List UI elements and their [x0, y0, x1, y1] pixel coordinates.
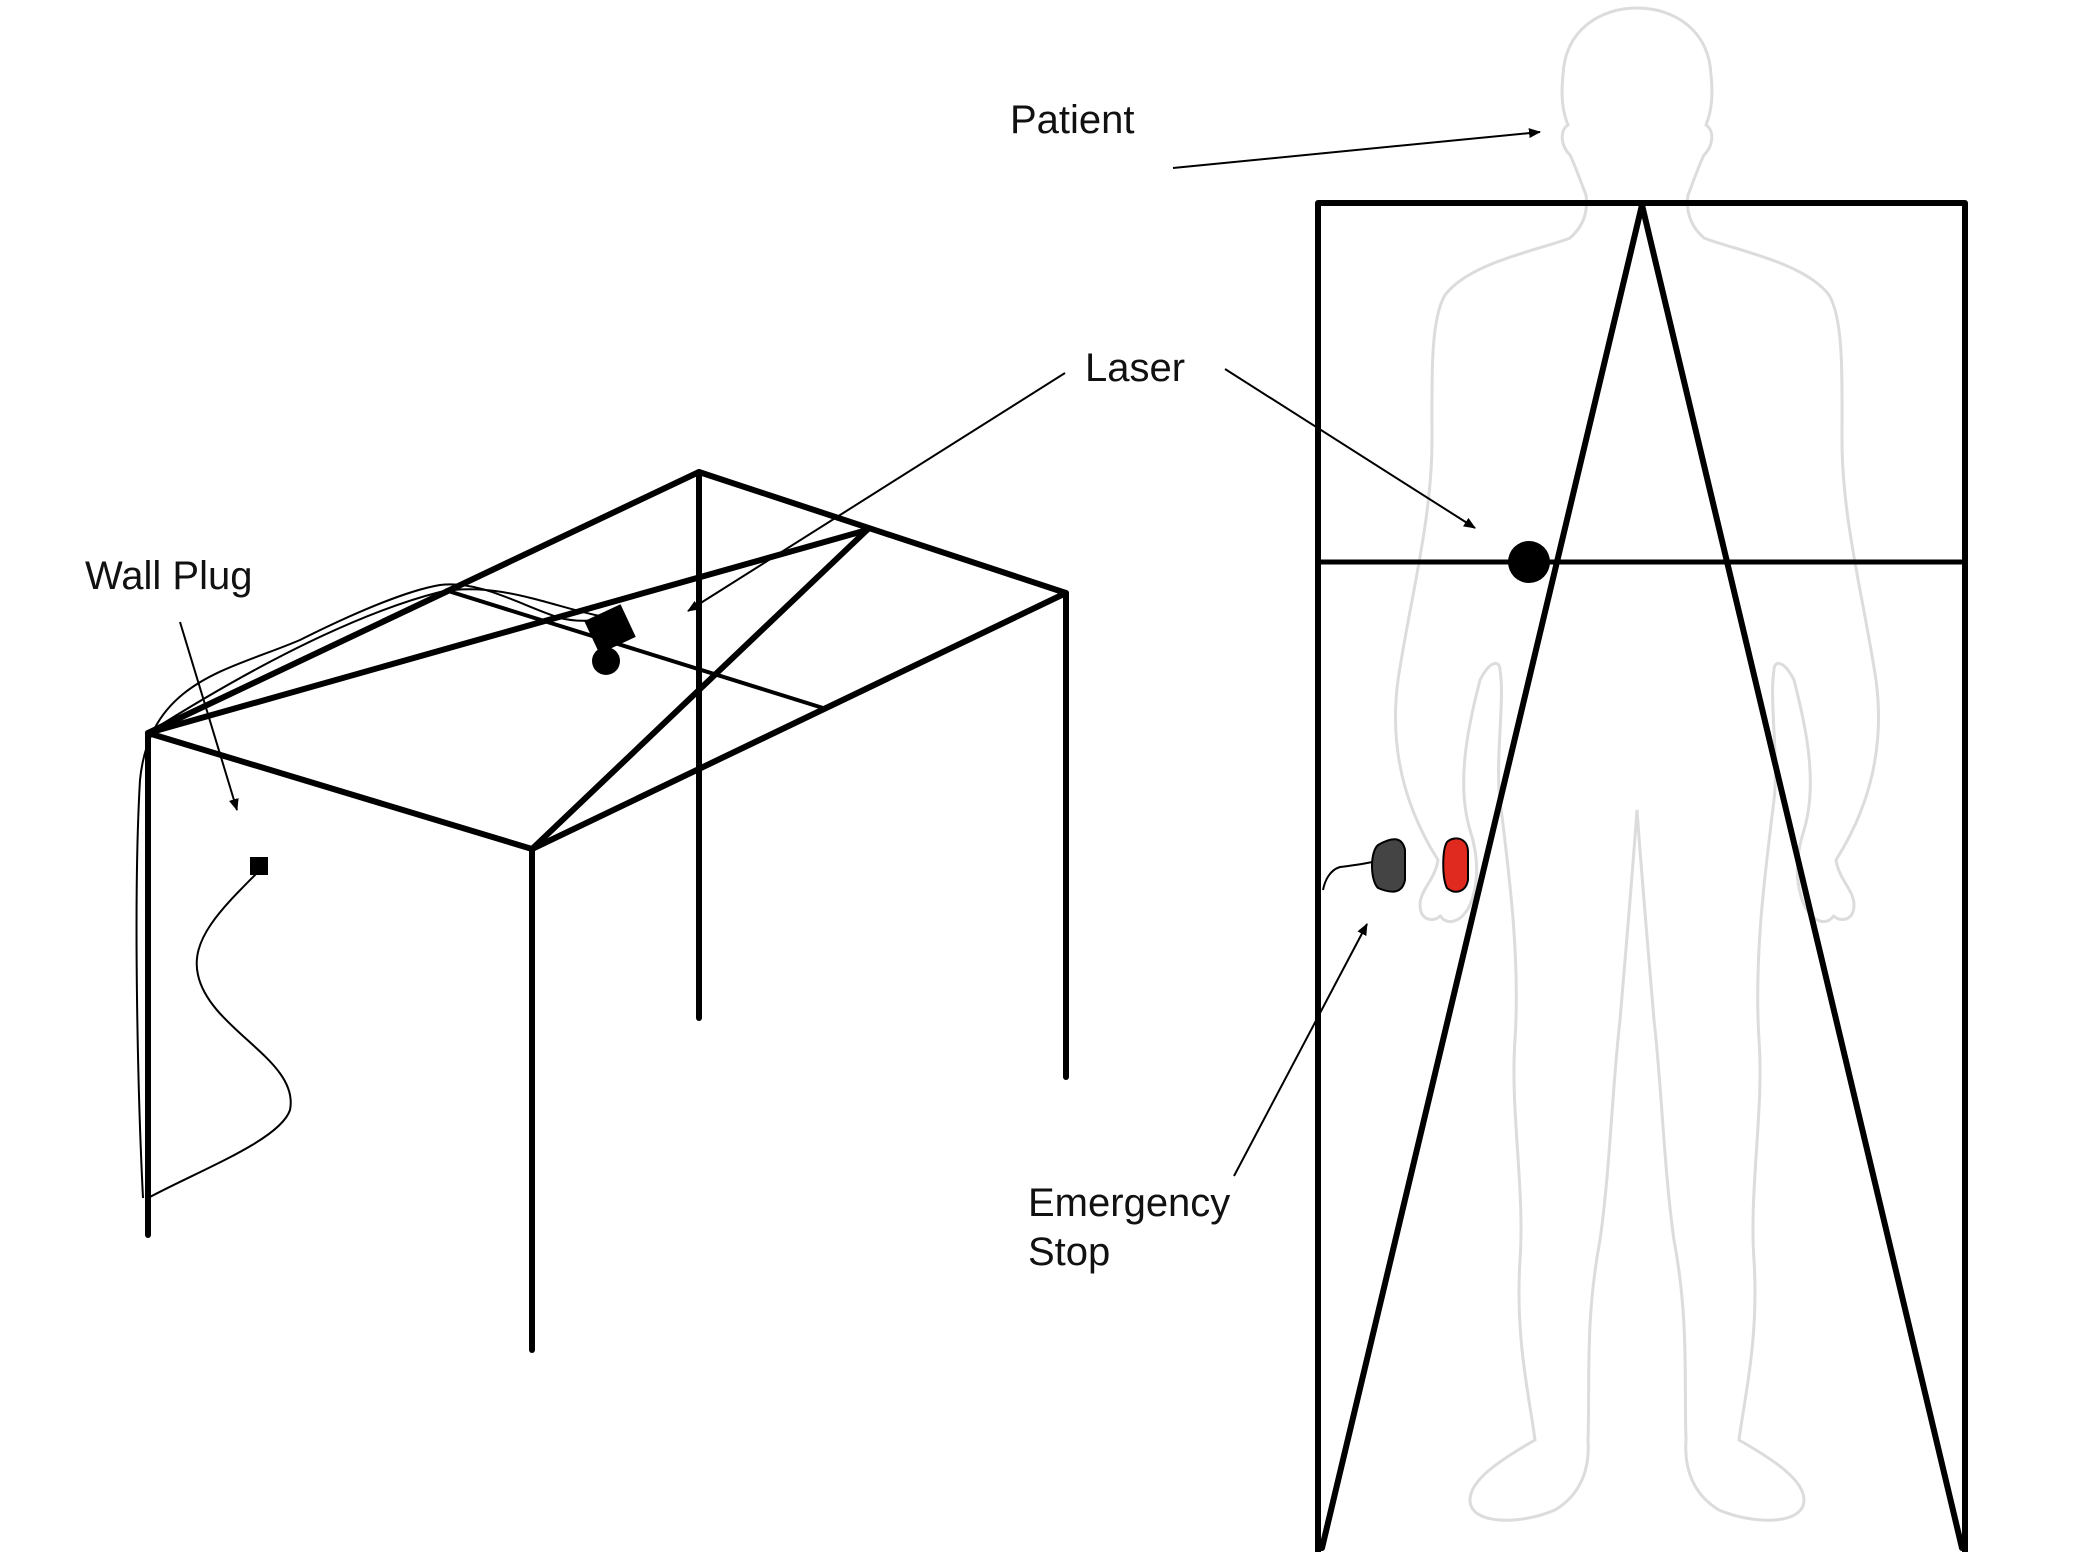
wall-plug-cable [147, 871, 292, 1199]
laser-arrow-right [1224, 368, 1476, 529]
wall-plug-arrow [179, 621, 239, 811]
patient-setup [1315, 6, 1968, 1552]
emergency-stop-label-line2: Stop [1028, 1230, 1110, 1274]
emergency-stop-label-line1: Emergency [1028, 1181, 1230, 1225]
wall-plug-label: Wall Plug [85, 554, 252, 598]
laser-fan-left [1319, 202, 1645, 1551]
power-cable [135, 583, 611, 1199]
power-cable-inner [147, 588, 611, 734]
laser-label: Laser [1085, 346, 1185, 390]
emergency-stop-arrow [1233, 923, 1368, 1177]
laser-icon [584, 604, 636, 675]
annotation-arrows [179, 128, 1541, 1177]
frame-laser-rail [444, 588, 824, 710]
emergency-stop-button-icon [1322, 837, 1469, 893]
laser-arrow-left [687, 372, 1066, 612]
human-silhouette-icon [1393, 6, 1881, 1522]
wall-plug-icon [250, 857, 268, 875]
frame-top-diagonal-back [145, 527, 870, 736]
laser-point-marker [1508, 541, 1550, 583]
patient-label: Patient [1010, 98, 1135, 142]
frame-3d [135, 469, 1069, 1353]
laser-fan-right [1639, 202, 1965, 1551]
patient-arrow [1172, 128, 1541, 169]
labels: Patient Laser Wall Plug Emergency Stop [85, 98, 1230, 1274]
